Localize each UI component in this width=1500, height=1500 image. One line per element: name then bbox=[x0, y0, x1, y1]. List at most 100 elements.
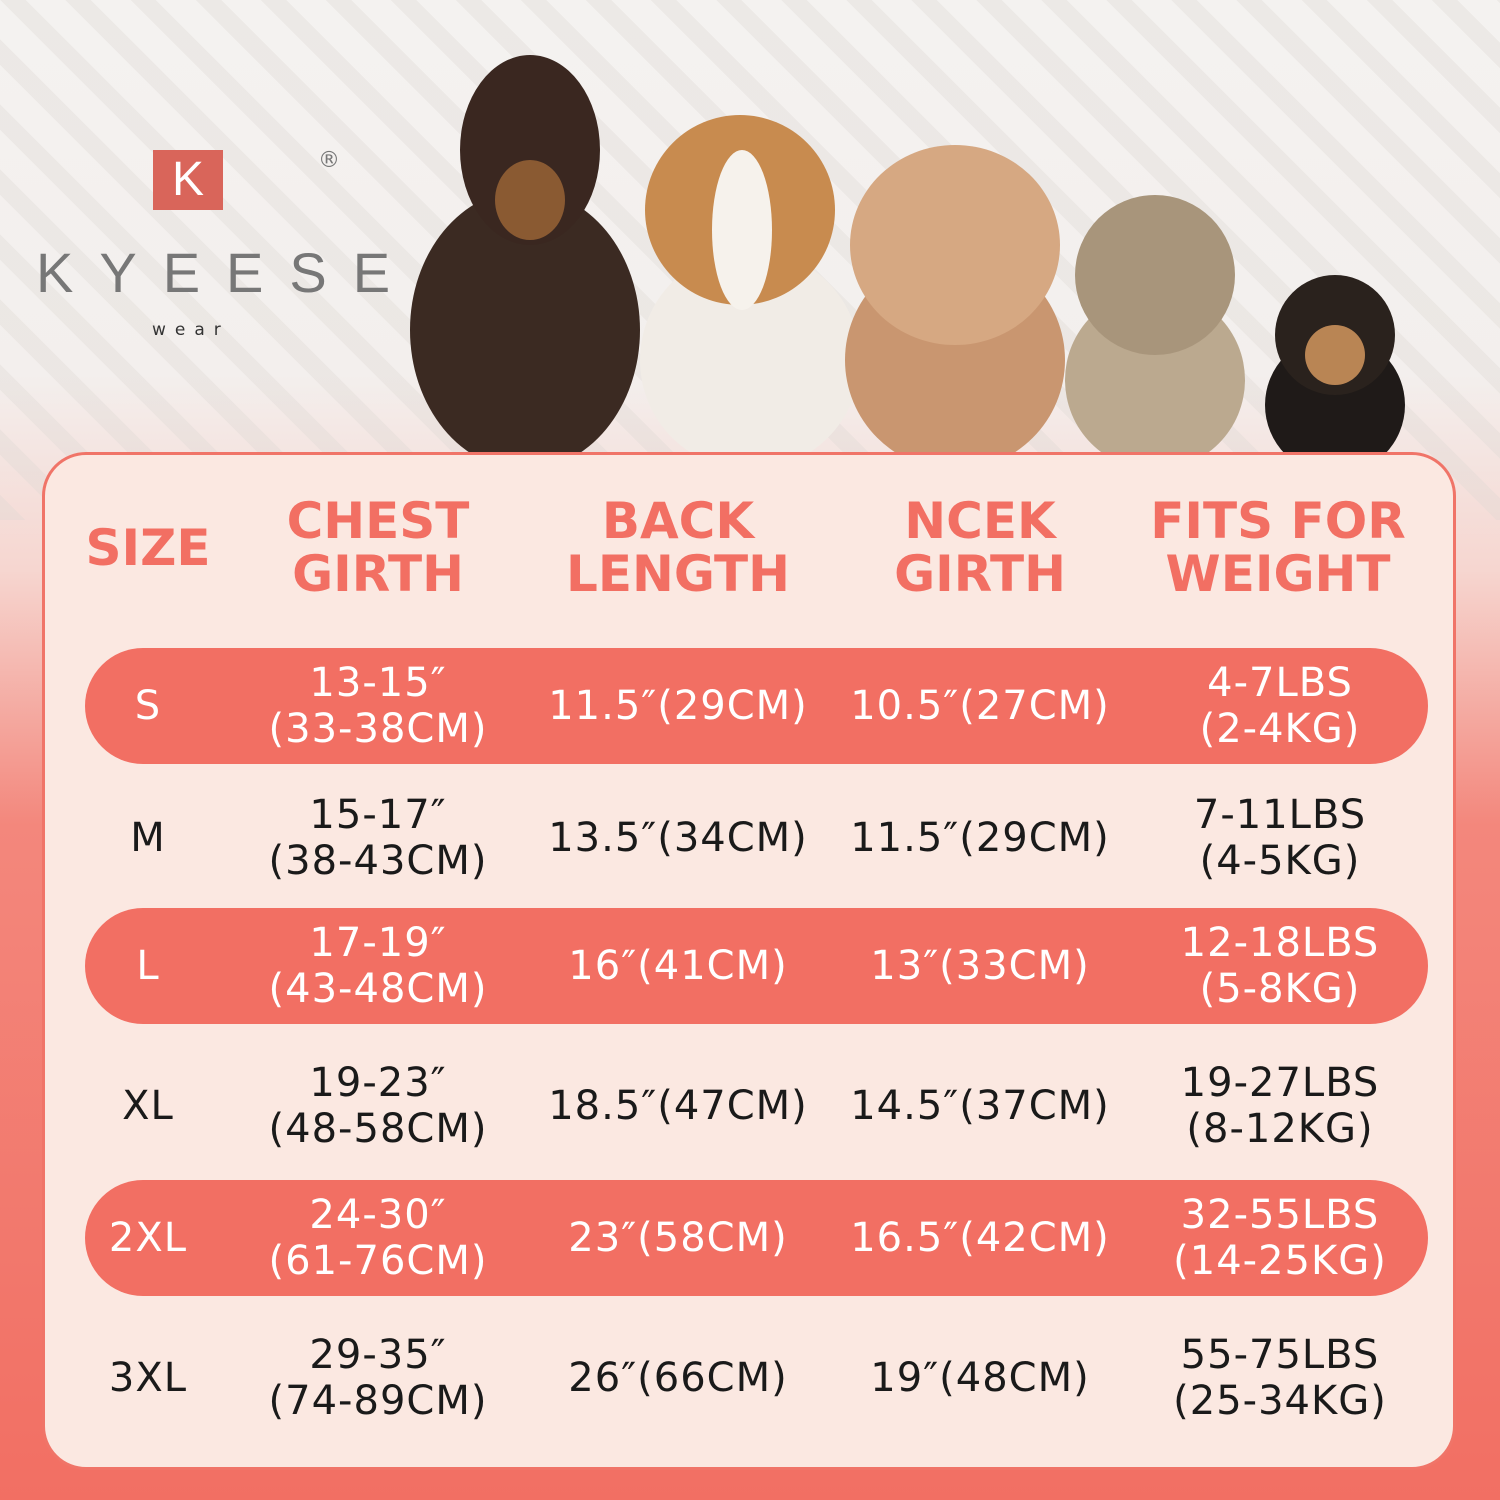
back-length-cell: 23″(58CM) bbox=[568, 1215, 787, 1261]
header-neck-girth: NCEK GIRTH bbox=[894, 495, 1066, 601]
table-row: 2XL 24-30″ (61-76CM) 23″(58CM) 16.5″(42CM) 32… bbox=[85, 1180, 1428, 1296]
size-cell: XL bbox=[122, 1083, 174, 1129]
cell-line: (61-76CM) bbox=[268, 1238, 488, 1284]
size-cell: L bbox=[136, 943, 159, 989]
cell-line: 24-30″ bbox=[309, 1192, 447, 1238]
table-row: 3XL 29-35″ (74-89CM) 26″(66CM) 19″(48CM) 55-7… bbox=[85, 1320, 1428, 1436]
chest-girth-cell: 29-35″ (74-89CM) bbox=[269, 1332, 488, 1424]
size-cell: 3XL bbox=[109, 1355, 187, 1401]
cell-line: 26″(66CM) bbox=[568, 1355, 788, 1401]
chest-girth-cell: 13-15″ (33-38CM) bbox=[269, 660, 488, 752]
cell-line: (25-34KG) bbox=[1173, 1378, 1387, 1424]
cell-line: (14-25KG) bbox=[1173, 1238, 1387, 1284]
cell-line: 17-19″ bbox=[309, 920, 447, 966]
header-line: BACK bbox=[601, 492, 755, 550]
chest-girth-cell: 17-19″ (43-48CM) bbox=[269, 920, 488, 1012]
cell-line: 19-23″ bbox=[309, 1060, 447, 1106]
cell-line: 10.5″(27CM) bbox=[850, 683, 1110, 729]
cell-line: 11.5″(29CM) bbox=[850, 815, 1110, 861]
header-weight: FITS FOR WEIGHT bbox=[1150, 495, 1405, 601]
cell-line: (5-8KG) bbox=[1199, 966, 1361, 1012]
weight-cell: 19-27LBS (8-12KG) bbox=[1181, 1060, 1380, 1152]
back-length-cell: 16″(41CM) bbox=[568, 943, 787, 989]
cell-line: (33-38CM) bbox=[268, 706, 488, 752]
cell-line: 13″(33CM) bbox=[870, 943, 1090, 989]
cell-line: (74-89CM) bbox=[268, 1378, 488, 1424]
header-line: GIRTH bbox=[292, 545, 464, 603]
header-line: GIRTH bbox=[894, 545, 1066, 603]
brand-sub: wear bbox=[152, 320, 230, 340]
cell-line: L bbox=[136, 943, 160, 989]
cell-line: 19-27LBS bbox=[1180, 1060, 1380, 1106]
cell-line: 32-55LBS bbox=[1180, 1192, 1380, 1238]
header-back-length: BACK LENGTH bbox=[566, 495, 790, 601]
table-row: M 15-17″ (38-43CM) 13.5″(34CM) 11.5″(29CM) 7-… bbox=[85, 780, 1428, 896]
weight-cell: 32-55LBS (14-25KG) bbox=[1173, 1192, 1387, 1284]
weight-cell: 12-18LBS (5-8KG) bbox=[1181, 920, 1380, 1012]
header-chest-girth: CHEST GIRTH bbox=[287, 495, 470, 601]
doberman-image bbox=[410, 55, 640, 455]
cell-line: (43-48CM) bbox=[268, 966, 488, 1012]
brand-logo: K ® KYEESE wear bbox=[36, 140, 390, 350]
cell-line: (38-43CM) bbox=[268, 838, 488, 884]
cell-line: 55-75LBS bbox=[1180, 1332, 1380, 1378]
registered-mark: ® bbox=[318, 148, 340, 173]
cell-line: 12-18LBS bbox=[1180, 920, 1380, 966]
chest-girth-cell: 19-23″ (48-58CM) bbox=[269, 1060, 488, 1152]
cell-line: (48-58CM) bbox=[268, 1106, 488, 1152]
cell-line: 2XL bbox=[108, 1215, 188, 1261]
header-line: NCEK bbox=[904, 492, 1056, 550]
cell-line: S bbox=[134, 683, 162, 729]
size-cell: 2XL bbox=[109, 1215, 187, 1261]
cell-line: 13-15″ bbox=[309, 660, 447, 706]
weight-cell: 7-11LBS (4-5KG) bbox=[1194, 792, 1366, 884]
cell-line: 13.5″(34CM) bbox=[548, 815, 808, 861]
neck-girth-cell: 10.5″(27CM) bbox=[850, 683, 1110, 729]
cell-line: 7-11LBS bbox=[1193, 792, 1367, 838]
cell-line: 4-7LBS bbox=[1207, 660, 1353, 706]
back-length-cell: 26″(66CM) bbox=[568, 1355, 787, 1401]
neck-girth-cell: 13″(33CM) bbox=[870, 943, 1089, 989]
weight-cell: 4-7LBS (2-4KG) bbox=[1200, 660, 1361, 752]
cell-line: 19″(48CM) bbox=[870, 1355, 1090, 1401]
header-size: SIZE bbox=[85, 519, 211, 577]
cell-line: 16.5″(42CM) bbox=[850, 1215, 1110, 1261]
weight-cell: 55-75LBS (25-34KG) bbox=[1173, 1332, 1387, 1424]
dogs-photo bbox=[410, 55, 1405, 455]
cell-line: (2-4KG) bbox=[1199, 706, 1361, 752]
beagle-image bbox=[640, 115, 860, 455]
terrier-image bbox=[1065, 195, 1245, 455]
cell-line: 16″(41CM) bbox=[568, 943, 788, 989]
chest-girth-cell: 24-30″ (61-76CM) bbox=[269, 1192, 488, 1284]
cell-line: 23″(58CM) bbox=[568, 1215, 788, 1261]
cell-line: (8-12KG) bbox=[1186, 1106, 1374, 1152]
cell-line: 18.5″(47CM) bbox=[548, 1083, 808, 1129]
cell-line: 3XL bbox=[108, 1355, 188, 1401]
cell-line: 14.5″(37CM) bbox=[850, 1083, 1110, 1129]
back-length-cell: 11.5″(29CM) bbox=[548, 683, 808, 729]
poodle-image bbox=[845, 145, 1065, 455]
logo-k-mark: K bbox=[153, 150, 223, 210]
neck-girth-cell: 14.5″(37CM) bbox=[850, 1083, 1110, 1129]
header-line: CHEST bbox=[286, 492, 470, 550]
cell-line: 15-17″ bbox=[309, 792, 447, 838]
neck-girth-cell: 11.5″(29CM) bbox=[850, 815, 1110, 861]
size-cell: S bbox=[135, 683, 161, 729]
cell-line: M bbox=[130, 815, 166, 861]
chihuahua-image bbox=[1265, 275, 1405, 455]
table-row: L 17-19″ (43-48CM) 16″(41CM) 13″(33CM) 12-18L… bbox=[85, 908, 1428, 1024]
cell-line: 29-35″ bbox=[309, 1332, 447, 1378]
cell-line: XL bbox=[122, 1083, 174, 1129]
table-row: S 13-15″ (33-38CM) 11.5″(29CM) 10.5″(27CM) 4-… bbox=[85, 648, 1428, 764]
size-cell: M bbox=[130, 815, 166, 861]
back-length-cell: 13.5″(34CM) bbox=[548, 815, 808, 861]
cell-line: 11.5″(29CM) bbox=[548, 683, 808, 729]
neck-girth-cell: 19″(48CM) bbox=[870, 1355, 1089, 1401]
brand-name: KYEESE bbox=[36, 241, 417, 304]
header-line: WEIGHT bbox=[1165, 545, 1391, 603]
chest-girth-cell: 15-17″ (38-43CM) bbox=[269, 792, 488, 884]
back-length-cell: 18.5″(47CM) bbox=[548, 1083, 808, 1129]
cell-line: (4-5KG) bbox=[1199, 838, 1361, 884]
table-row: XL 19-23″ (48-58CM) 18.5″(47CM) 14.5″(37CM) 1… bbox=[85, 1048, 1428, 1164]
header-line: LENGTH bbox=[566, 545, 790, 603]
